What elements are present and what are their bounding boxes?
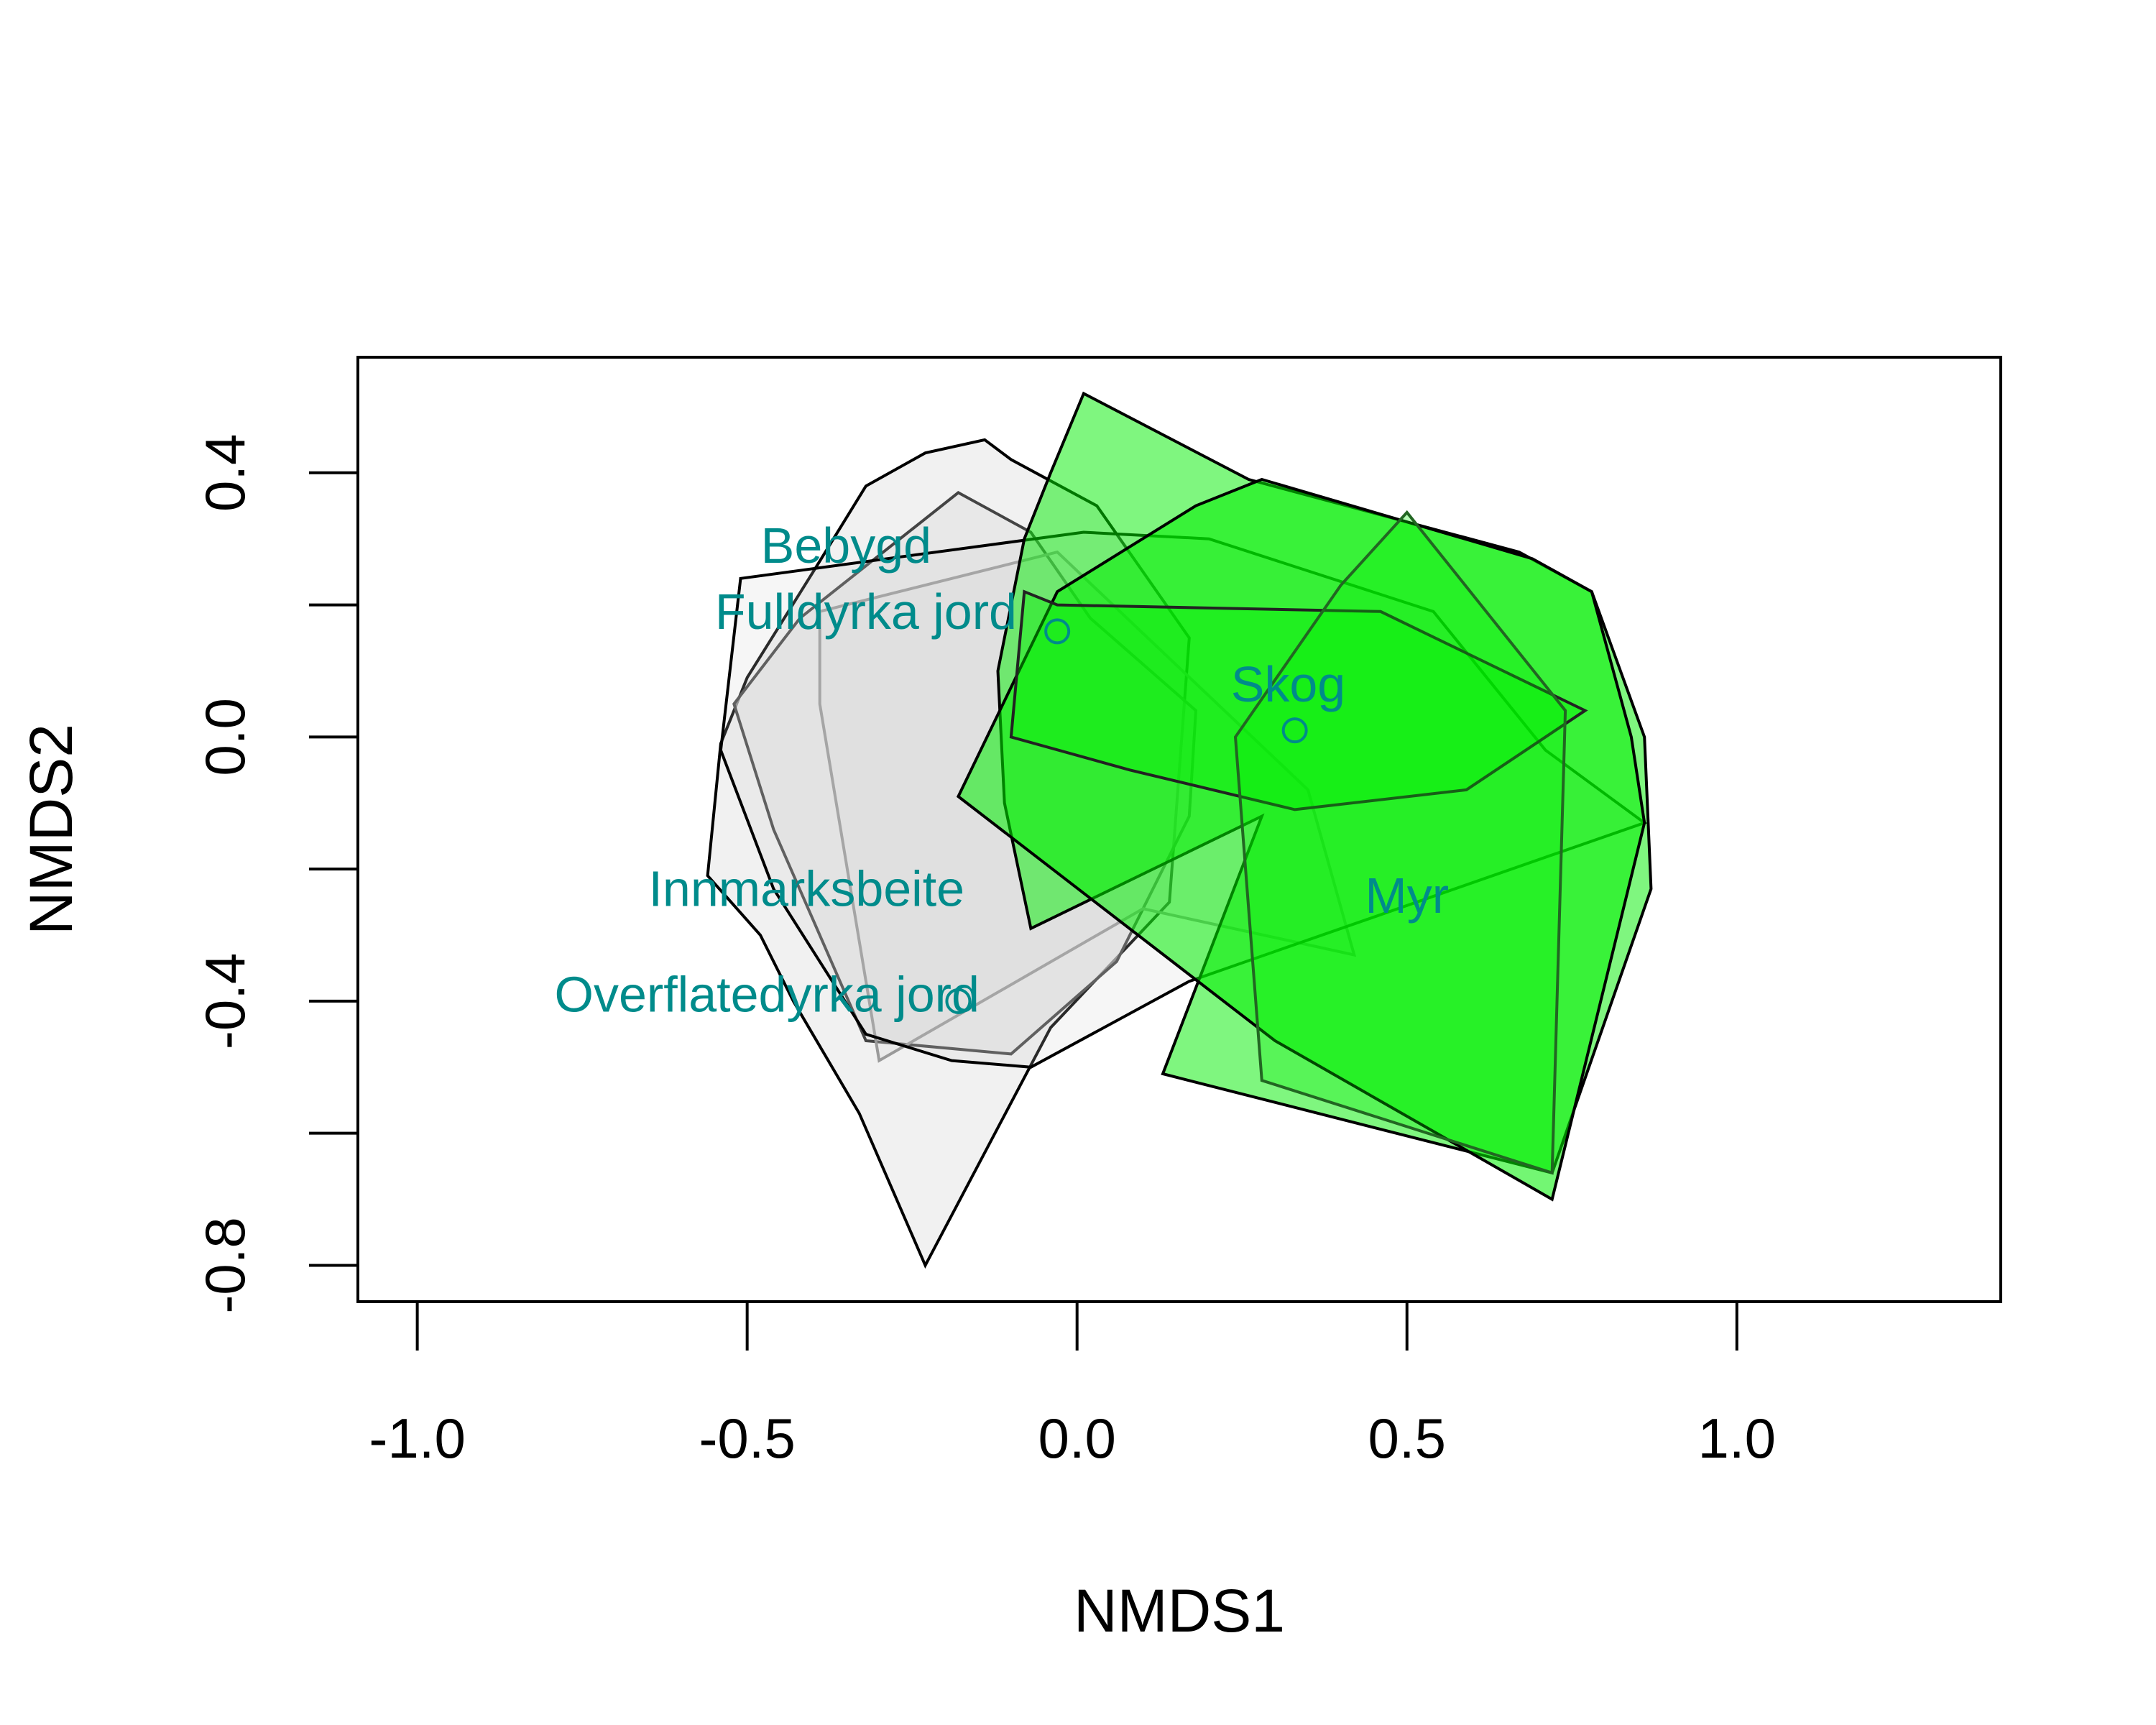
y-tick-label: 0.0 — [193, 698, 257, 776]
label-fulldyrka-jord: Fulldyrka jord — [715, 584, 1017, 640]
y-tick-label: 0.4 — [193, 434, 257, 512]
x-tick-label: -1.0 — [369, 1407, 465, 1470]
hull-skog-core — [1009, 589, 1588, 811]
centroid-skog — [1281, 717, 1308, 744]
x-axis-title: NMDS1 — [1074, 1577, 1285, 1644]
hull-polygons — [706, 391, 1653, 1269]
x-tick-label: -0.5 — [699, 1407, 795, 1470]
y-axis: -0.8 -0.4 0.0 0.4 — [193, 434, 359, 1314]
y-axis-title: NMDS2 — [17, 724, 85, 935]
hull-skog — [956, 477, 1646, 1202]
y-tick-label: -0.8 — [193, 1217, 257, 1313]
centroid-fulldyrka-jord — [1044, 618, 1071, 645]
centroid-markers — [945, 618, 1308, 1014]
label-skog: Skog — [1231, 656, 1346, 712]
x-tick-label: 0.0 — [1038, 1407, 1115, 1470]
label-myr: Myr — [1365, 868, 1449, 924]
x-axis: -1.0 -0.5 0.0 0.5 1.0 — [369, 1300, 1776, 1470]
centroid-overflatedyrka-jord — [945, 988, 972, 1014]
hull-myr-inner — [1233, 510, 1567, 1175]
x-tick-label: 0.5 — [1368, 1407, 1446, 1470]
y-tick-label: -0.4 — [193, 953, 257, 1049]
label-bebygd: Bebygd — [761, 518, 931, 574]
hull-labels: Bebygd Fulldyrka jord Skog Innmarksbeite Myr… — [555, 518, 1450, 1023]
label-overflatedyrka-jord: Overflatedyrka jord — [555, 967, 980, 1023]
label-innmarksbeite: Innmarksbeite — [648, 861, 964, 917]
x-tick-label: 1.0 — [1698, 1407, 1776, 1470]
